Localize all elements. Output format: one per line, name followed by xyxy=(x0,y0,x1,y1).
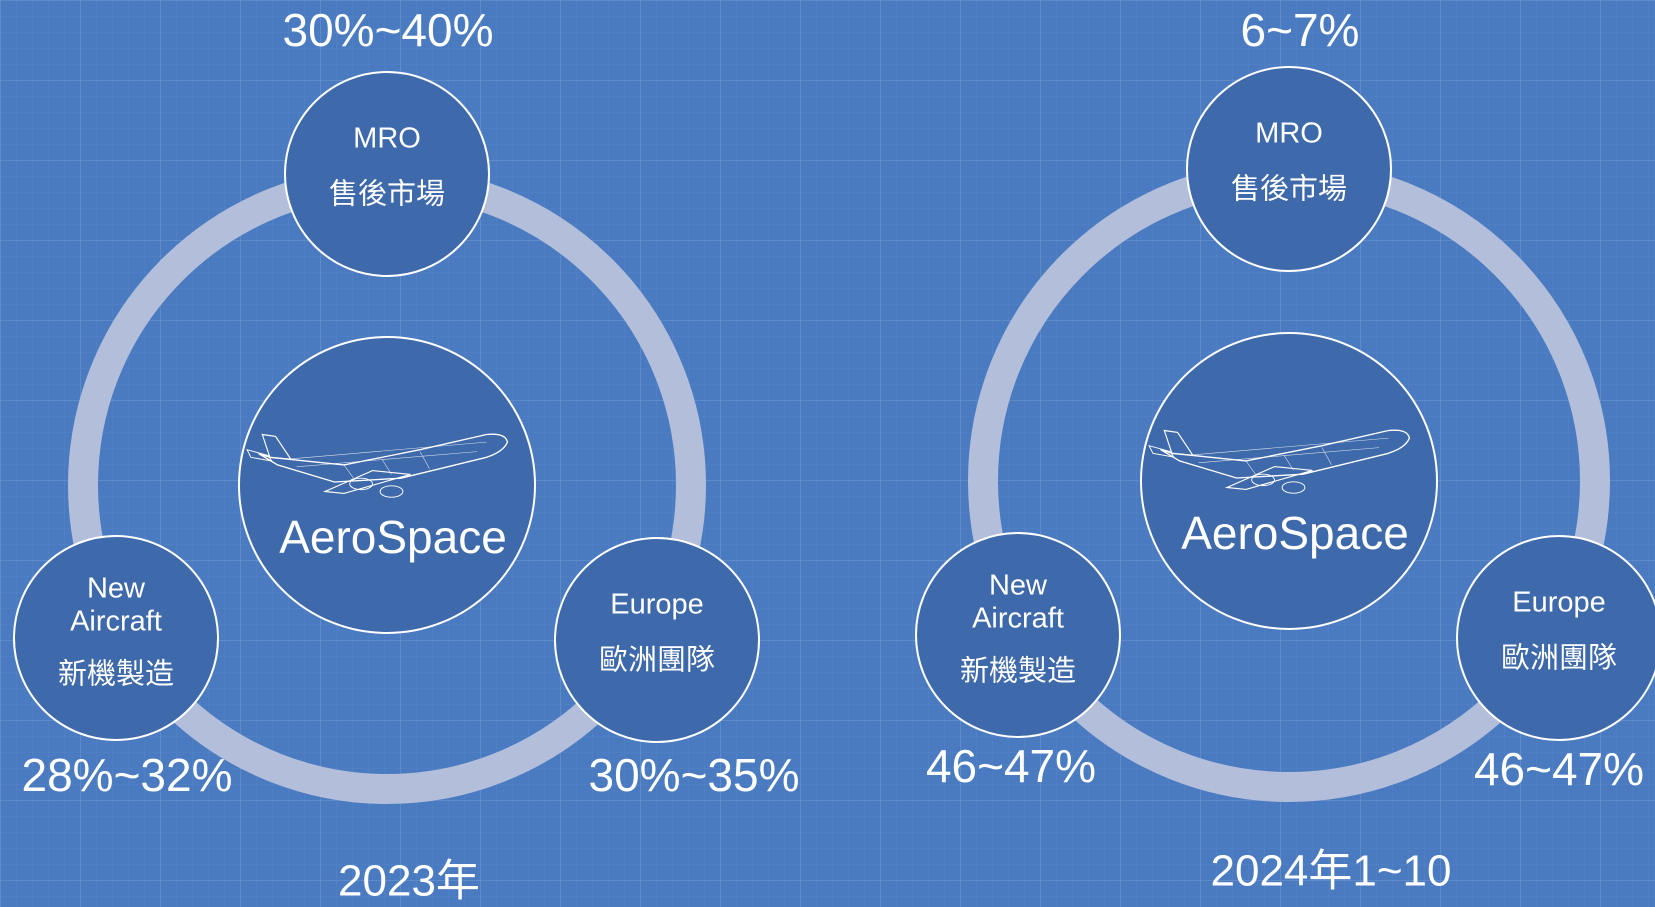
center-circle xyxy=(238,336,536,634)
node-label: 新機製造 xyxy=(960,655,1076,688)
node-circle xyxy=(13,535,219,741)
node-circle xyxy=(284,71,490,277)
node-value: 28%~32% xyxy=(22,749,233,801)
node-label: 新機製造 xyxy=(58,658,174,691)
node-label: New xyxy=(87,573,146,605)
node-label: Europe xyxy=(610,589,704,621)
node-label: New xyxy=(989,570,1048,602)
center-label: AeroSpace xyxy=(1181,507,1409,559)
node-label: Aircraft xyxy=(972,603,1064,635)
node-label: Aircraft xyxy=(70,606,162,638)
center-label: AeroSpace xyxy=(279,511,507,563)
caption: 2024年1~10 xyxy=(1211,847,1452,896)
node-value: 30%~35% xyxy=(589,749,800,801)
node-label: Europe xyxy=(1512,587,1606,619)
node-value: 30%~40% xyxy=(283,4,494,56)
node-circle xyxy=(1456,535,1655,741)
node-label: MRO xyxy=(1255,118,1323,150)
node-label: 歐洲團隊 xyxy=(1501,642,1617,675)
node-circle xyxy=(1186,66,1392,272)
node-label: 歐洲團隊 xyxy=(599,644,715,677)
node-label: MRO xyxy=(353,123,421,155)
node-label: 售後市場 xyxy=(1231,173,1347,206)
node-value: 46~47% xyxy=(926,740,1096,792)
node-label: 售後市場 xyxy=(329,178,445,211)
node-circle xyxy=(915,532,1121,738)
node-circle xyxy=(554,537,760,743)
center-circle xyxy=(1140,332,1438,630)
caption: 2023年 xyxy=(338,857,480,906)
node-value: 46~47% xyxy=(1474,743,1644,795)
node-value: 6~7% xyxy=(1241,4,1360,56)
